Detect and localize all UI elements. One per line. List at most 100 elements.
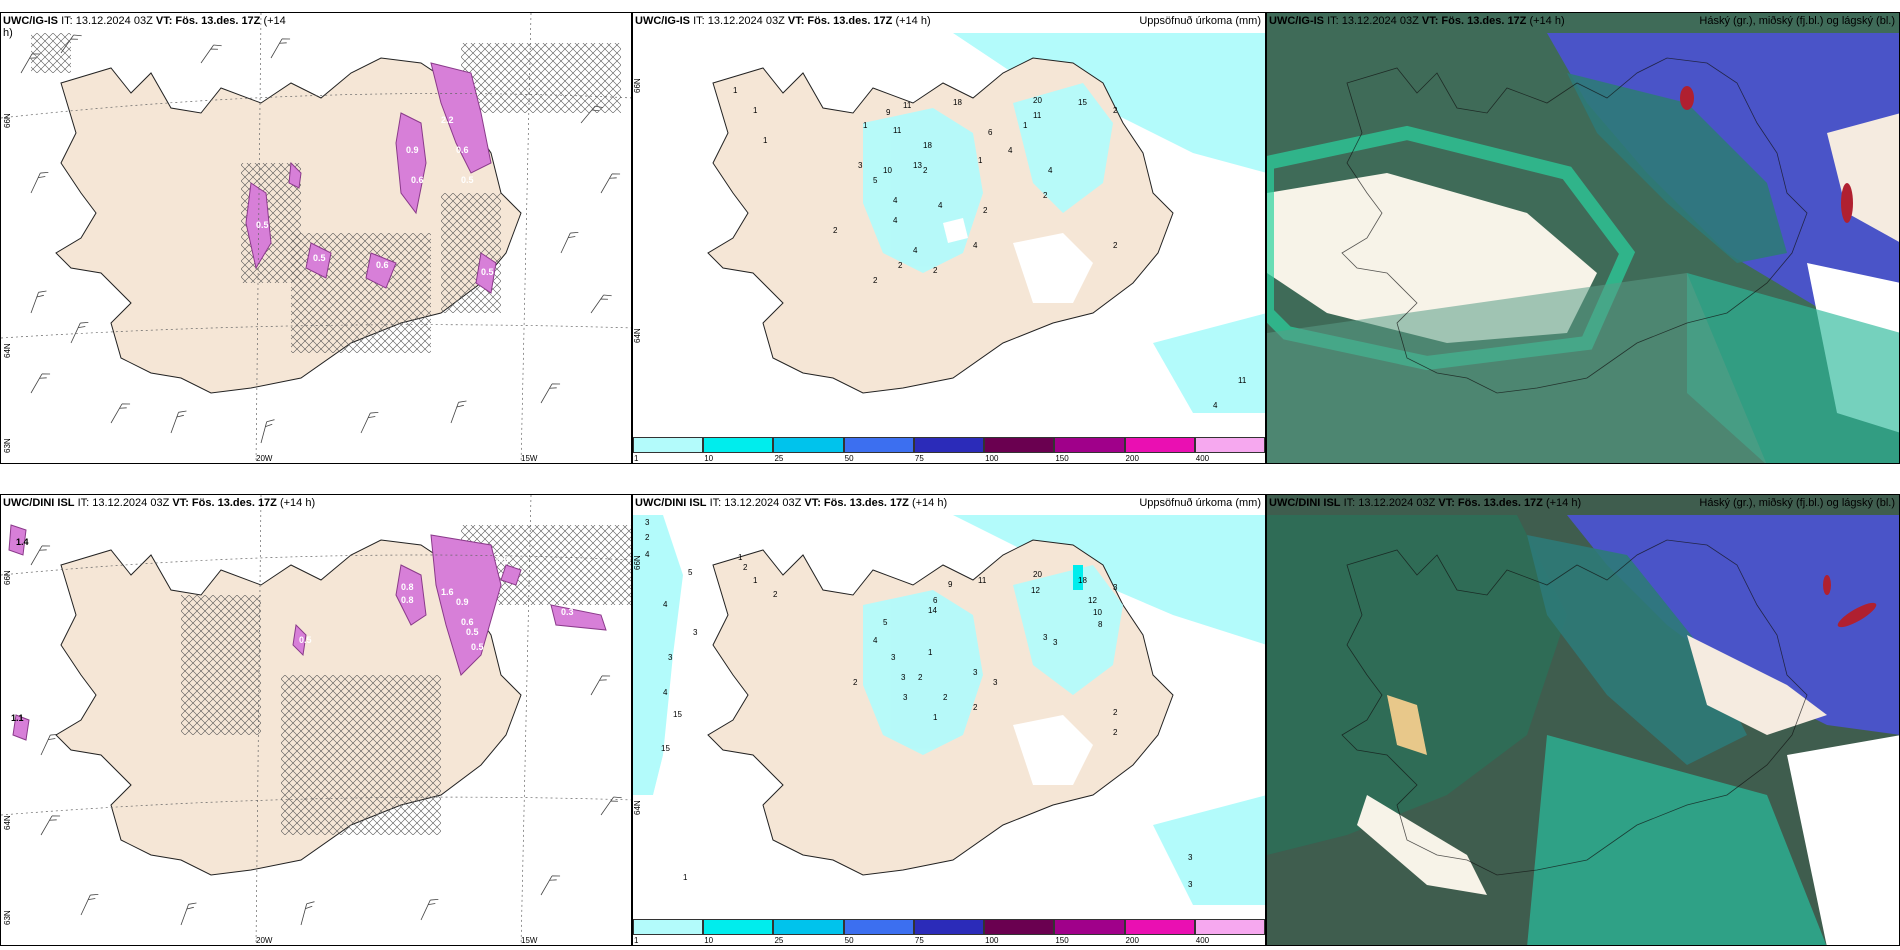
colorbar-swatch xyxy=(1124,919,1195,935)
panel-title: UWC/DINI ISL IT: 13.12.2024 03Z VT: Fös.… xyxy=(1269,497,1582,509)
svg-text:0.9: 0.9 xyxy=(406,145,419,155)
colorbar-tick: 400 xyxy=(1195,936,1210,945)
colorbar-tick: 200 xyxy=(1125,936,1139,945)
svg-text:6: 6 xyxy=(988,128,993,137)
svg-text:3: 3 xyxy=(1188,880,1193,889)
svg-text:2: 2 xyxy=(853,678,858,687)
svg-text:1: 1 xyxy=(733,86,738,95)
panel-title: UWC/IG-IS IT: 13.12.2024 03Z VT: Fös. 13… xyxy=(3,15,286,39)
panel-right-title: Háský (gr.), miðský (fj.bl.) og lágský (… xyxy=(1699,497,1895,509)
precip-values: 1 1 1 11 18 20 15 9 11 1 11 2 1 18 6 4 2… xyxy=(733,86,1247,410)
svg-text:5: 5 xyxy=(873,176,878,185)
svg-text:1: 1 xyxy=(1023,121,1028,130)
map-canvas: 2.2 0.6 0.5 0.9 0.6 0.5 0.5 0.6 0.5 xyxy=(1,13,631,463)
svg-text:3: 3 xyxy=(903,693,908,702)
svg-text:4: 4 xyxy=(663,600,668,609)
svg-text:0.6: 0.6 xyxy=(411,175,424,185)
svg-text:5: 5 xyxy=(688,568,693,577)
svg-text:1.4: 1.4 xyxy=(16,537,29,547)
map-panel-clouds-ig-is[interactable]: UWC/IG-IS IT: 13.12.2024 03Z VT: Fös. 13… xyxy=(1266,12,1900,464)
colorbar-swatch xyxy=(843,437,914,453)
svg-text:0.6: 0.6 xyxy=(461,617,474,627)
svg-text:2: 2 xyxy=(933,266,938,275)
svg-text:0.8: 0.8 xyxy=(401,595,414,605)
svg-text:1: 1 xyxy=(683,873,688,882)
colorbar-tick: 150 xyxy=(1055,454,1069,463)
map-canvas: 1.4 1.1 0.5 1.6 0.8 0.8 0.9 0.6 0.5 0.3 … xyxy=(1,495,631,945)
panel-right-title: Uppsöfnuð úrkoma (mm) xyxy=(1139,497,1261,509)
svg-text:0.8: 0.8 xyxy=(401,582,414,592)
svg-text:2: 2 xyxy=(1113,106,1118,115)
colorbar-swatch xyxy=(984,919,1055,935)
lat-label: 64N xyxy=(633,328,642,343)
svg-text:0.5: 0.5 xyxy=(481,267,494,277)
colorbar-tick: 25 xyxy=(774,454,784,463)
map-panel-clouds-dini-isl[interactable]: UWC/DINI ISL IT: 13.12.2024 03Z VT: Fös.… xyxy=(1266,494,1900,946)
map-panel-precip-ig-is[interactable]: UWC/IG-IS IT: 13.12.2024 03Z VT: Fös. 13… xyxy=(632,12,1266,464)
map-canvas xyxy=(1267,495,1899,945)
map-panel-snow-dini-isl[interactable]: UWC/DINI ISL IT: 13.12.2024 03Z VT: Fös.… xyxy=(0,494,632,946)
colorbar-tick: 1 xyxy=(634,936,639,945)
svg-text:3: 3 xyxy=(1113,583,1118,592)
colorbar-swatch xyxy=(1194,919,1265,935)
svg-text:3: 3 xyxy=(693,628,698,637)
lon-label: 15W xyxy=(521,936,538,945)
svg-text:1.1: 1.1 xyxy=(11,713,24,723)
colorbar-swatch xyxy=(633,437,704,453)
svg-text:2: 2 xyxy=(918,673,923,682)
svg-text:18: 18 xyxy=(923,141,932,150)
colorbar-swatch xyxy=(843,919,914,935)
colorbar-swatch xyxy=(913,919,985,935)
map-panel-precip-dini-isl[interactable]: UWC/DINI ISL IT: 13.12.2024 03Z VT: Fös.… xyxy=(632,494,1266,946)
svg-text:20: 20 xyxy=(1033,570,1042,579)
colorbar-swatch xyxy=(633,919,704,935)
lat-label: 66N xyxy=(633,78,642,93)
panel-title: UWC/DINI ISL IT: 13.12.2024 03Z VT: Fös.… xyxy=(635,497,948,509)
glacier-white xyxy=(943,218,1093,303)
colorbar-swatch xyxy=(1054,437,1125,453)
svg-text:0.6: 0.6 xyxy=(456,145,469,155)
svg-text:13: 13 xyxy=(913,161,922,170)
svg-text:3: 3 xyxy=(668,653,673,662)
colorbar: 1 10 25 50 75 100 150 200 400 xyxy=(633,437,1265,463)
colorbar-tick: 150 xyxy=(1055,936,1069,945)
svg-text:3: 3 xyxy=(645,518,650,527)
lat-label: 64N xyxy=(3,815,12,830)
svg-text:0.5: 0.5 xyxy=(299,635,312,645)
map-canvas xyxy=(1267,13,1899,463)
svg-text:3: 3 xyxy=(1053,638,1058,647)
svg-text:11: 11 xyxy=(1238,376,1247,385)
panel-right-title: Uppsöfnuð úrkoma (mm) xyxy=(1139,15,1261,27)
svg-text:9: 9 xyxy=(948,580,953,589)
svg-text:18: 18 xyxy=(953,98,962,107)
lat-label: 63N xyxy=(3,438,12,453)
colorbar-tick: 10 xyxy=(704,936,714,945)
svg-text:0.9: 0.9 xyxy=(456,597,469,607)
svg-text:15: 15 xyxy=(661,744,670,753)
lat-label: 66N xyxy=(3,113,12,128)
lon-label: 20W xyxy=(256,454,273,463)
colorbar: 1 10 25 50 75 100 150 200 400 xyxy=(633,919,1265,945)
svg-text:3: 3 xyxy=(858,161,863,170)
svg-text:3: 3 xyxy=(1043,633,1048,642)
svg-text:4: 4 xyxy=(1048,166,1053,175)
svg-text:2: 2 xyxy=(1043,191,1048,200)
colorbar-tick: 200 xyxy=(1125,454,1139,463)
svg-text:15: 15 xyxy=(673,710,682,719)
svg-text:2: 2 xyxy=(1113,241,1118,250)
colorbar-swatch xyxy=(703,919,774,935)
svg-text:15: 15 xyxy=(1078,98,1087,107)
svg-text:1: 1 xyxy=(753,106,758,115)
panel-title: UWC/IG-IS IT: 13.12.2024 03Z VT: Fös. 13… xyxy=(635,15,931,27)
svg-text:4: 4 xyxy=(893,216,898,225)
svg-text:2: 2 xyxy=(873,276,878,285)
svg-text:4: 4 xyxy=(973,241,978,250)
svg-text:10: 10 xyxy=(883,166,892,175)
lat-label: 64N xyxy=(633,800,642,815)
svg-text:2: 2 xyxy=(943,693,948,702)
svg-text:0.5: 0.5 xyxy=(466,627,479,637)
colorbar-swatch xyxy=(1054,919,1125,935)
map-panel-snow-ig-is[interactable]: UWC/IG-IS IT: 13.12.2024 03Z VT: Fös. 13… xyxy=(0,12,632,464)
lat-label: 66N xyxy=(3,570,12,585)
svg-text:14: 14 xyxy=(928,606,937,615)
